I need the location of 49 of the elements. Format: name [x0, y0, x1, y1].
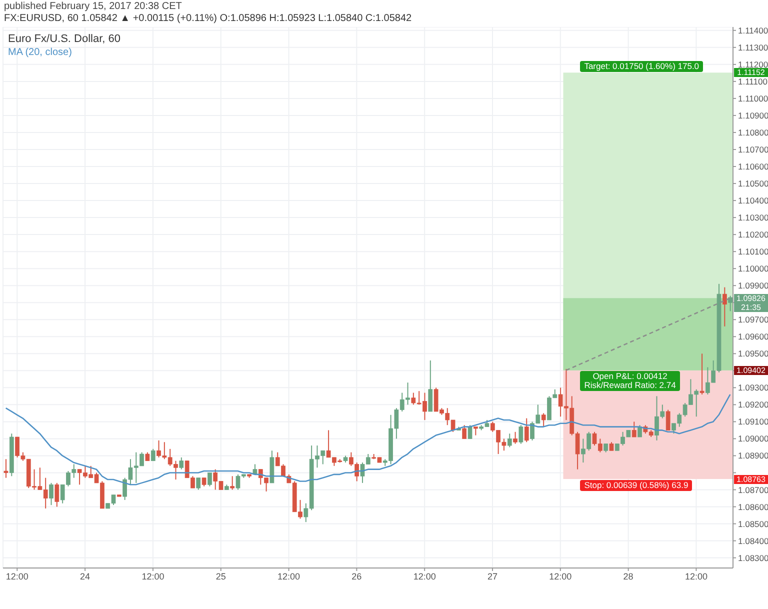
x-tick-label: 25: [216, 571, 226, 582]
x-tick-label: 12:00: [549, 571, 572, 582]
candlestick: [196, 477, 201, 490]
candlestick: [54, 482, 60, 508]
x-tick-label: 12:00: [278, 571, 300, 582]
annotation: Target: 0.01750 (1.60%) 175.0: [584, 60, 700, 71]
x-tick-label: 12:00: [684, 571, 708, 582]
candlestick: [507, 433, 512, 448]
text: 1.11152: [734, 68, 768, 78]
text: 1.09402: [734, 366, 768, 375]
candlestick: [513, 431, 518, 444]
x-tick-label: 27: [487, 571, 498, 582]
x-tick-label: 26: [352, 571, 362, 582]
annotation: Stop: 0.00639 (0.58%) 63.9: [584, 480, 688, 490]
y-tick-label: 1.11100: [738, 76, 768, 86]
x-tick-label: 28: [623, 571, 634, 582]
annotation: Open P&L: 0.00412 Risk/Reward Ratio: 2.74: [584, 371, 676, 390]
candlestick: [230, 476, 235, 490]
candlestick: [208, 472, 212, 487]
candlestick: [462, 424, 467, 440]
text: 21:35: [734, 302, 768, 312]
candlestick: [524, 418, 529, 443]
y-tick-label: 1.11400: [738, 25, 768, 36]
candlestick: [632, 421, 636, 438]
candlestick: [666, 409, 670, 431]
candlestick: [468, 424, 472, 440]
chart-subtitle: FX:EURUSD, 60 1.05842 ▲ +0.00115 (+0.11%) O:1.05896 H:1.05923 L:1.05840 C:1.05842: [4, 13, 412, 24]
candlestick: [722, 286, 727, 327]
candlestick: [49, 482, 54, 506]
candlestick: [179, 456, 184, 470]
text: Euro Fx/U.S. Dollar, 60: [8, 33, 120, 45]
candlestick: [150, 448, 156, 462]
candlestick: [518, 424, 524, 444]
candlestick: [4, 458, 8, 478]
text: 1.08763: [734, 474, 768, 484]
x-tick-label: 12:00: [413, 571, 436, 582]
candlestick: [428, 360, 433, 412]
text: MA (20, close): [8, 47, 72, 58]
x-tick-label: 12:00: [6, 571, 28, 582]
text: published February 15, 2017 20:38 CET: [4, 1, 182, 12]
y-tick-label: 1.11000: [738, 93, 768, 104]
candlestick: [700, 353, 704, 395]
x-tick-label: 24: [80, 571, 90, 582]
x-tick-label: 12:00: [142, 571, 164, 582]
y-tick-label: 1.11200: [738, 59, 768, 70]
y-tick-label: 1.11300: [738, 42, 768, 52]
text: 1.09826: [734, 294, 768, 303]
candlestick: [541, 412, 546, 428]
candlestick: [638, 424, 642, 438]
